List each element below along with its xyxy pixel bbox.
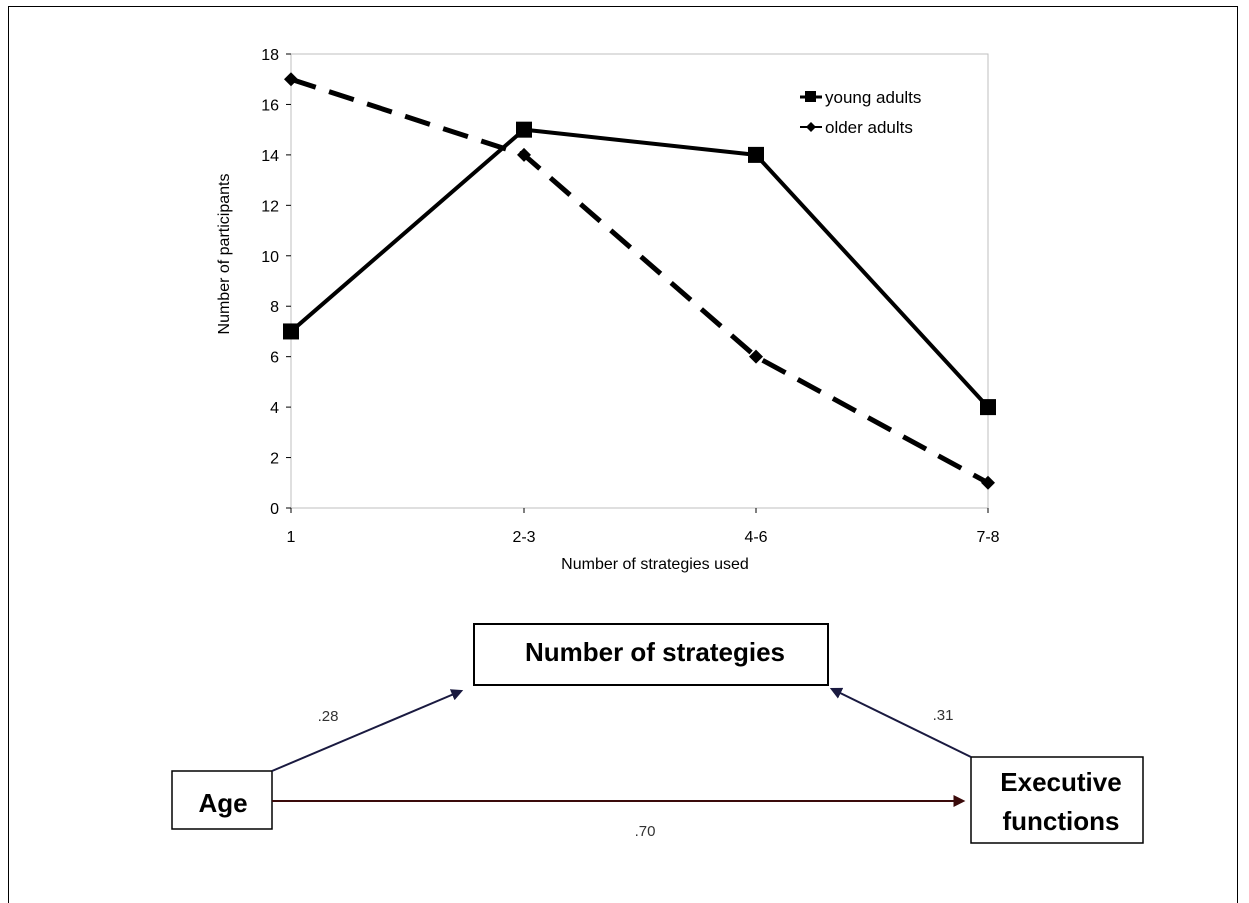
series-group xyxy=(283,72,996,490)
data-point xyxy=(981,475,995,490)
y-tick-label: 2 xyxy=(270,451,279,468)
figure-frame xyxy=(8,6,1238,903)
y-tick-label: 10 xyxy=(261,249,279,266)
y-tick-label: 6 xyxy=(270,350,279,367)
x-tick-label: 1 xyxy=(287,529,296,546)
y-tick-label: 0 xyxy=(270,501,279,518)
x-tick-label: 4-6 xyxy=(744,529,767,546)
data-point xyxy=(516,121,532,138)
node-number-of-strategies: Number of strategies xyxy=(473,623,829,686)
series-line-young-adults xyxy=(289,127,990,409)
line-chart: 0 2 4 6 8 10 12 14 16 18 1 2-3 4-6 7-8 Number of str… xyxy=(216,47,1000,573)
data-point xyxy=(748,146,764,163)
data-point xyxy=(283,323,299,340)
node-label-executive: Executive xyxy=(1000,767,1121,797)
x-tick-label: 7-8 xyxy=(976,529,999,546)
legend: young adults older adults xyxy=(800,88,921,137)
y-tick-label: 12 xyxy=(261,198,279,215)
coef-executive-strategies: .31 xyxy=(933,707,954,724)
coef-age-strategies: .28 xyxy=(318,708,339,725)
node-label-functions: functions xyxy=(1003,806,1120,836)
diamond-marker-icon xyxy=(806,122,816,132)
legend-label-older-adults: older adults xyxy=(825,118,913,137)
legend-item-older-adults: older adults xyxy=(800,118,913,137)
data-point xyxy=(284,72,298,87)
node-age: Age xyxy=(171,770,273,830)
arrow-executive-to-strategies xyxy=(829,687,972,758)
data-point xyxy=(517,147,531,162)
data-point xyxy=(749,349,763,364)
data-point xyxy=(980,399,996,416)
path-diagram: Number of strategies Age Executive funct… xyxy=(171,623,1144,844)
x-axis-title: Number of strategies used xyxy=(561,556,749,573)
node-executive-functions: Executive functions xyxy=(970,756,1144,844)
x-tick-label: 2-3 xyxy=(512,529,535,546)
arrow-age-to-strategies xyxy=(271,689,464,772)
series-older-adults xyxy=(284,72,995,490)
series-line-older-adults xyxy=(290,76,990,485)
y-axis-title: Number of participants xyxy=(216,174,233,335)
node-label-number-of-strategies: Number of strategies xyxy=(525,637,785,667)
y-tick-label: 4 xyxy=(270,400,279,417)
plot-area xyxy=(290,53,989,509)
y-tick-label: 8 xyxy=(270,299,279,316)
square-marker-icon xyxy=(805,91,816,102)
node-label-age: Age xyxy=(198,788,247,818)
y-tick-label: 14 xyxy=(261,148,279,165)
legend-item-young-adults: young adults xyxy=(800,88,921,107)
coef-age-executive: .70 xyxy=(635,823,656,840)
y-tick-label: 16 xyxy=(261,97,279,114)
series-young-adults xyxy=(283,121,996,416)
y-axis-ticks: 0 2 4 6 8 10 12 14 16 18 xyxy=(261,47,291,518)
y-tick-label: 18 xyxy=(261,47,279,64)
legend-label-young-adults: young adults xyxy=(825,88,921,107)
x-axis-ticks: 1 2-3 4-6 7-8 xyxy=(287,508,1000,546)
